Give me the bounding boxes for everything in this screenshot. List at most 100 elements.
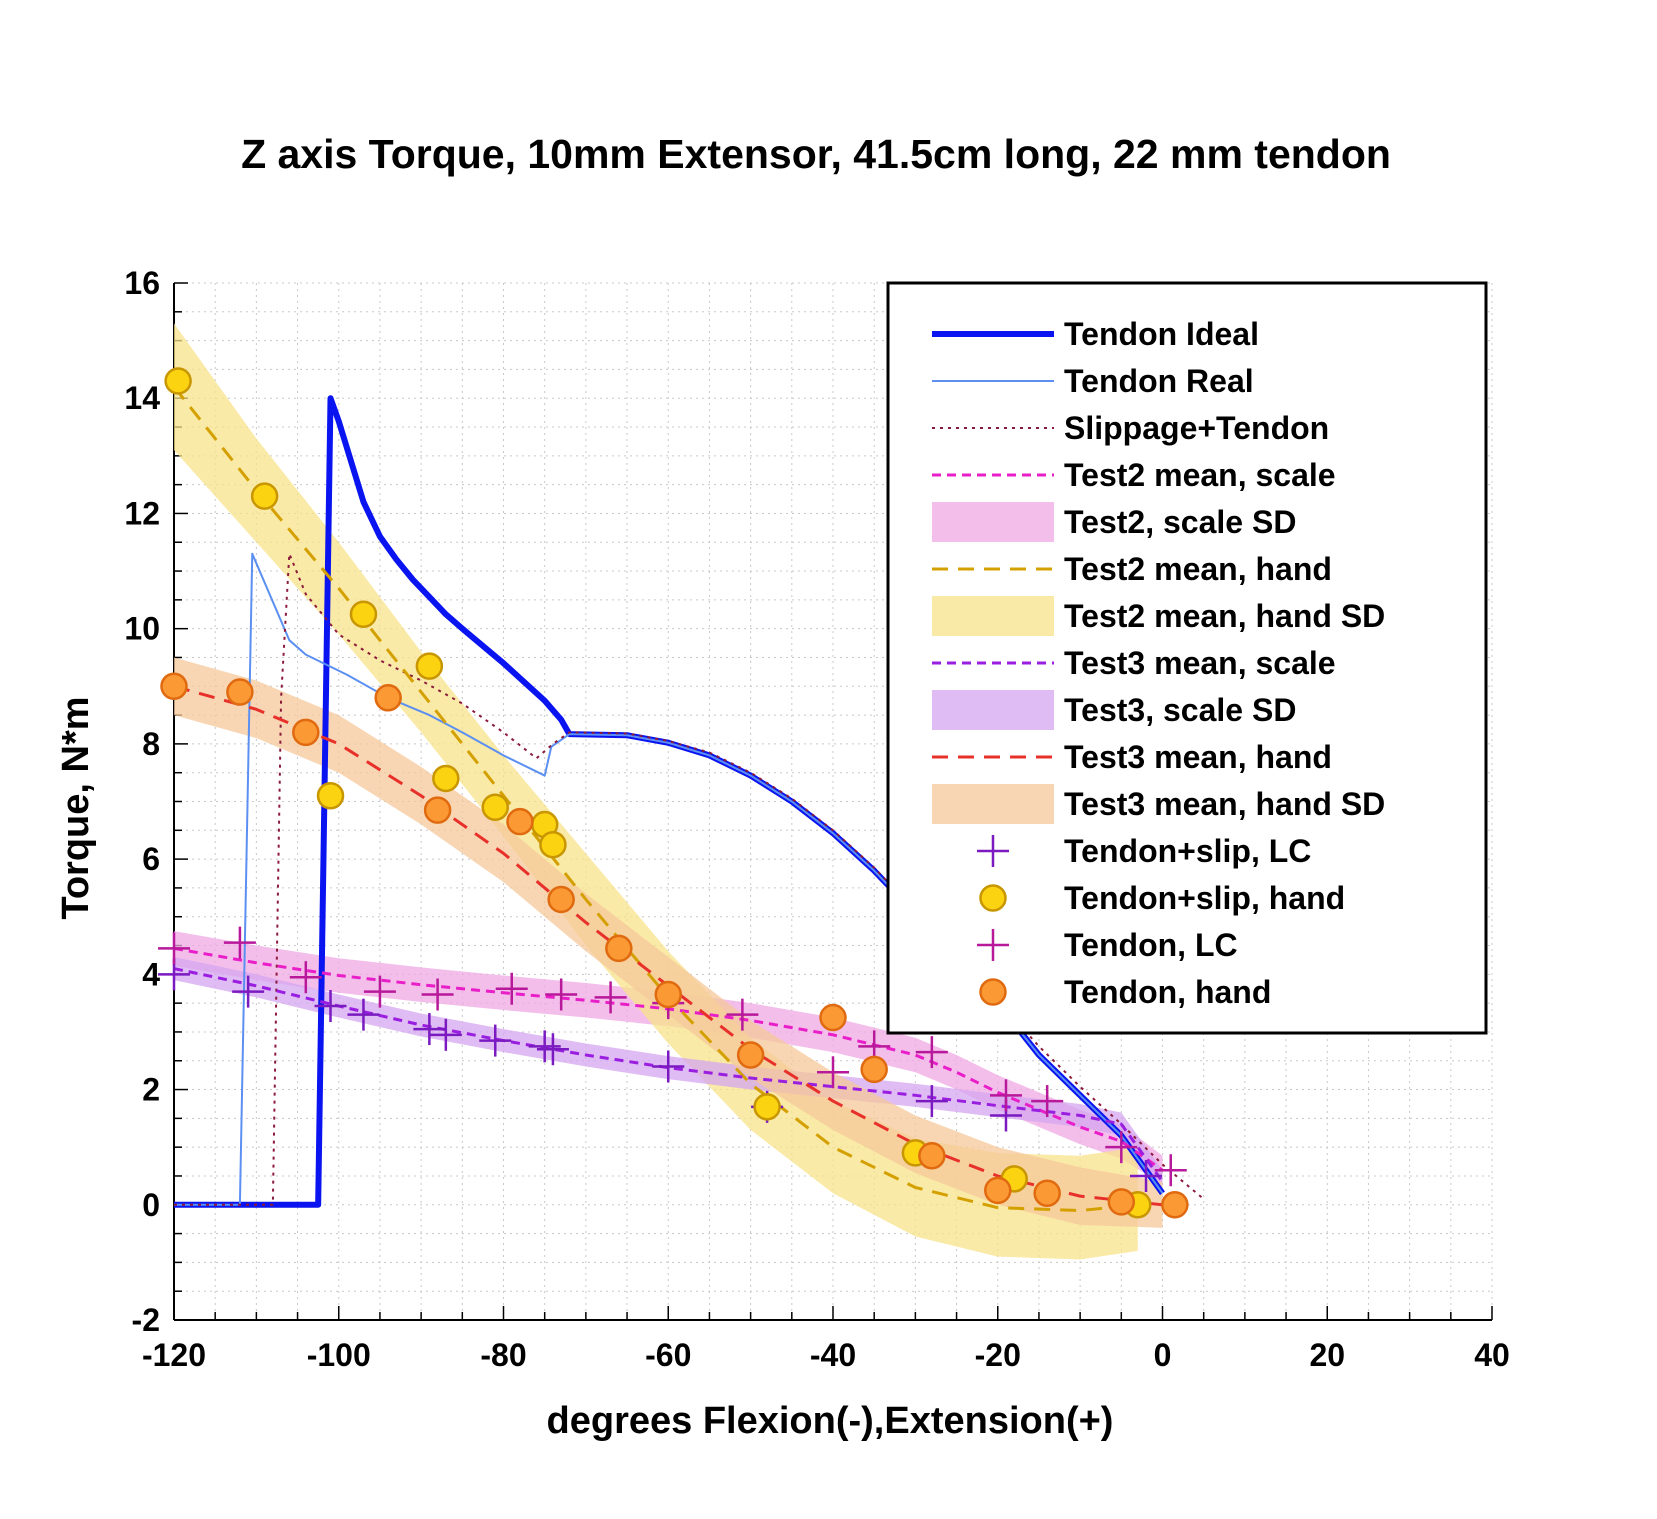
marker-tendon-slip-hand: [539, 830, 567, 859]
marker-tendon-lc: [915, 1036, 948, 1069]
legend-sample-test3-scale-sd: [932, 690, 1054, 730]
marker-tendon-slip-hand: [415, 652, 444, 680]
legend-sample-test3-mean-hand-sd: [932, 784, 1054, 824]
legend-label: Test3 mean, hand SD: [1064, 786, 1385, 822]
y-tick-label: 4: [142, 956, 160, 992]
series-line-test3-mean-scale: [173, 967, 1164, 1183]
marker-tendon-lc: [989, 1079, 1022, 1112]
marker-tendon-lc: [363, 975, 396, 1008]
x-tick-label: -80: [480, 1337, 526, 1373]
marker-tendon-slip-lc: [528, 1030, 561, 1063]
legend-label: Tendon, LC: [1064, 927, 1238, 963]
marker-tendon-lc: [223, 926, 256, 959]
marker-tendon-hand: [1107, 1188, 1136, 1216]
legend-label: Test2 mean, hand SD: [1064, 598, 1385, 634]
legend-label: Tendon, hand: [1064, 974, 1271, 1010]
legend-sample-test2-scale-sd: [932, 502, 1054, 542]
legend-sample-tendon-hand: [979, 978, 1007, 1006]
marker-tendon-slip-lc: [1130, 1159, 1163, 1192]
legend-label: Test3, scale SD: [1064, 692, 1296, 728]
series-line-test2-mean-scale: [173, 946, 1164, 1172]
marker-tendon-slip-lc: [536, 1033, 569, 1066]
marker-tendon-hand: [506, 807, 534, 836]
legend-sample-tendon-lc: [977, 929, 1009, 961]
legend-label: Test2 mean, scale: [1064, 457, 1336, 493]
x-axis-label: degrees Flexion(-),Extension(+): [547, 1400, 1114, 1442]
marker-tendon-slip-lc: [479, 1024, 512, 1057]
marker-tendon-hand: [605, 934, 633, 963]
marker-tendon-slip-hand: [753, 1093, 781, 1121]
marker-tendon-hand: [819, 1003, 847, 1032]
marker-tendon-slip-lc: [429, 1018, 462, 1051]
y-tick-label: 8: [142, 726, 160, 762]
marker-tendon-hand: [374, 684, 402, 712]
y-tick-label: 6: [142, 841, 160, 877]
marker-tendon-hand: [547, 885, 575, 914]
marker-tendon-hand: [654, 980, 682, 1009]
legend-label: Test3 mean, scale: [1064, 645, 1336, 681]
marker-tendon-lc: [495, 972, 528, 1005]
band-test2-scale-sd: [174, 931, 1163, 1185]
chart-title: Z axis Torque, 10mm Extensor, 41.5cm lon…: [241, 131, 1391, 177]
legend-label: Test2, scale SD: [1064, 504, 1296, 540]
y-tick-label: 12: [124, 495, 160, 531]
marker-tendon-slip-lc: [347, 998, 380, 1031]
legend-label: Test3 mean, hand: [1064, 739, 1332, 775]
marker-tendon-slip-lc: [915, 1085, 948, 1118]
legend-sample-test2-mean-hand-sd: [932, 596, 1054, 636]
legend-sample-tendon-slip-hand: [979, 884, 1007, 912]
x-tick-label: -20: [975, 1337, 1021, 1373]
marker-tendon-lc: [289, 961, 322, 994]
marker-tendon-hand: [736, 1041, 765, 1069]
marker-tendon-lc: [726, 998, 759, 1031]
legend: Tendon Ideal Tendon Real Slippage+Tendon Te…: [886, 281, 1488, 1035]
marker-tendon-lc: [158, 932, 190, 965]
marker-tendon-hand: [984, 1176, 1012, 1205]
marker-tendon-slip-lc: [314, 990, 347, 1023]
marker-tendon-slip-lc: [413, 1013, 446, 1046]
y-tick-label: -2: [132, 1302, 160, 1338]
marker-tendon-hand: [160, 672, 188, 701]
marker-tendon-lc: [1105, 1131, 1138, 1164]
marker-tendon-lc: [545, 978, 578, 1011]
legend-label: Tendon+slip, hand: [1064, 880, 1345, 916]
marker-tendon-slip-hand: [481, 793, 510, 822]
marker-tendon-lc: [594, 981, 627, 1014]
x-tick-label: -60: [645, 1337, 691, 1373]
legend-label: Slippage+Tendon: [1064, 410, 1329, 446]
marker-tendon-slip-lc: [232, 975, 265, 1008]
y-tick-label: 10: [124, 611, 160, 647]
band-test3-mean-hand-sd: [174, 657, 1163, 1228]
y-tick-label: 2: [142, 1072, 160, 1108]
legend-label: Tendon Real: [1064, 363, 1254, 399]
marker-tendon-lc: [1154, 1154, 1187, 1187]
marker-tendon-slip-hand: [349, 600, 378, 629]
marker-tendon-hand: [292, 718, 320, 747]
marker-tendon-slip-hand: [250, 482, 279, 510]
legend-sample-tendon-slip-lc: [977, 835, 1009, 867]
marker-tendon-lc: [1031, 1085, 1064, 1118]
marker-tendon-slip-hand: [432, 764, 460, 793]
legend-label: Test2 mean, hand: [1064, 551, 1332, 587]
marker-tendon-hand: [918, 1142, 946, 1170]
x-tick-label: 0: [1154, 1337, 1172, 1373]
marker-tendon-slip-hand: [164, 367, 192, 395]
marker-tendon-hand: [423, 796, 452, 824]
x-tick-label: -100: [307, 1337, 371, 1373]
marker-tendon-lc: [817, 1056, 849, 1089]
x-tick-label: 40: [1474, 1337, 1510, 1373]
marker-tendon-hand: [1161, 1191, 1189, 1219]
legend-label: Tendon Ideal: [1064, 316, 1259, 352]
x-tick-label: -120: [142, 1337, 206, 1373]
marker-tendon-slip-lc: [652, 1050, 685, 1083]
marker-tendon-lc: [421, 978, 454, 1011]
x-tick-label: 20: [1309, 1337, 1345, 1373]
marker-tendon-hand: [1033, 1179, 1061, 1208]
marker-tendon-hand: [860, 1055, 888, 1084]
marker-tendon-slip-hand: [316, 781, 345, 810]
y-tick-label: 16: [124, 265, 160, 301]
y-tick-label: 14: [124, 380, 160, 416]
y-tick-label: 0: [142, 1187, 160, 1223]
y-axis-label: Torque, N*m: [55, 696, 97, 919]
